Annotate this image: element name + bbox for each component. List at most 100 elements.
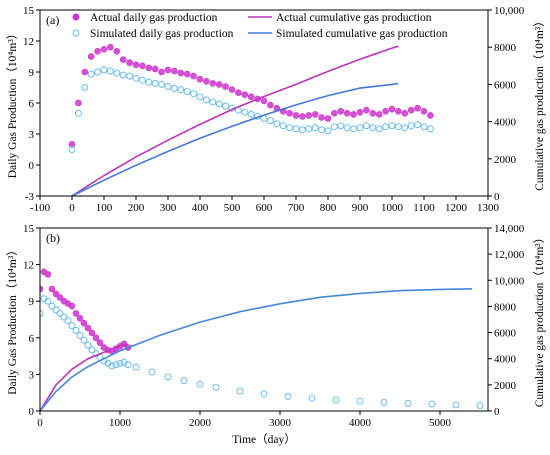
panel-label: (a) <box>46 13 59 27</box>
y-axis-label: Daily Gas Production（10⁴m³） <box>6 244 19 395</box>
simulated-daily-point <box>401 124 409 132</box>
simulated-daily-point <box>151 79 159 87</box>
simulated-daily-point <box>113 69 121 77</box>
y-tick-label: 6 <box>29 333 35 345</box>
simulated-daily-point <box>247 110 255 118</box>
actual-daily-point <box>228 86 236 93</box>
simulated-daily-point <box>126 72 134 80</box>
simulated-daily-point <box>81 84 89 91</box>
legend-marker <box>72 29 80 37</box>
simulated-daily-point <box>132 74 140 82</box>
actual-daily-point <box>401 110 409 117</box>
actual-daily-point <box>324 115 332 122</box>
simulated-daily-point <box>343 124 351 132</box>
actual-daily-point <box>183 70 191 78</box>
actual-daily-point <box>241 91 249 98</box>
x-tick-label: 900 <box>352 202 369 214</box>
x-tick-label: 300 <box>160 202 177 214</box>
actual-daily-point <box>94 47 101 55</box>
y-tick-label: -3 <box>25 191 35 203</box>
y-tick-label: 12 <box>23 260 34 272</box>
actual-daily-point <box>139 62 146 70</box>
legend-entry: Simulated daily gas production <box>90 28 234 40</box>
actual-daily-point <box>80 319 88 327</box>
panel-a: -100 0 100 200 300 400 500 600 700 800 900 1000 1100… <box>6 5 546 214</box>
x-tick-label: 1000 <box>381 202 404 214</box>
simulated-daily-point <box>183 88 191 96</box>
actual-daily-point <box>267 101 274 109</box>
simulated-daily-point <box>87 70 95 78</box>
actual-daily-point <box>305 112 313 119</box>
x-tick-label: 4000 <box>349 417 372 429</box>
actual-daily-point <box>84 324 92 332</box>
y-tick-label: 12 <box>23 36 34 48</box>
actual-daily-point <box>151 65 159 73</box>
actual-daily-point <box>235 89 242 96</box>
y2-tick-label: 14,000 <box>494 223 525 235</box>
actual-daily-point <box>92 334 100 342</box>
y-tick-label: 3 <box>29 129 35 141</box>
simulated-daily-point <box>324 127 332 135</box>
simulated-daily-point <box>215 100 223 108</box>
y2-tick-label: 4000 <box>494 117 517 129</box>
simulated-daily-point <box>170 85 178 92</box>
actual-daily-point <box>388 105 396 113</box>
actual-daily-point <box>87 53 95 60</box>
actual-daily-point <box>363 106 370 114</box>
actual-daily-point <box>375 111 383 118</box>
simulated-daily-point <box>116 359 124 367</box>
simulated-daily-point <box>298 126 306 134</box>
legend-entry: Simulated cumulative gas production <box>276 28 448 40</box>
simulated-daily-point <box>56 309 64 317</box>
actual-daily-point <box>337 108 345 115</box>
x-tick-label: -100 <box>30 202 51 214</box>
actual-daily-point <box>40 285 44 293</box>
simulated-daily-point <box>266 117 274 125</box>
simulated-daily-point <box>476 402 484 409</box>
simulated-daily-point <box>260 390 268 398</box>
y2-axis-label: Cumulative gas production（10⁴m³） <box>533 15 546 190</box>
legend-entry: Actual cumulative gas production <box>276 12 432 24</box>
x-tick-label: 100 <box>96 202 113 214</box>
x-tick-label: 1200 <box>445 202 468 214</box>
simulated-daily-point <box>404 399 412 407</box>
simulated-daily-point <box>308 394 316 402</box>
simulated-daily-point <box>428 400 436 408</box>
y-tick-label: 15 <box>23 223 35 235</box>
actual-daily-point <box>203 78 210 85</box>
simulated-daily-point <box>337 122 345 130</box>
x-tick-label: 700 <box>288 202 305 214</box>
actual-daily-point <box>209 80 217 87</box>
y-tick-label: 9 <box>29 296 35 308</box>
y-tick-label: 0 <box>29 160 35 172</box>
actual-daily-point <box>190 72 197 80</box>
simulated-daily-point <box>388 122 396 130</box>
simulated-daily-point <box>318 126 326 134</box>
x-tick-label: 600 <box>256 202 273 214</box>
simulated-daily-point <box>60 313 68 321</box>
x-tick-label: 0 <box>37 417 43 429</box>
simulated-daily-point <box>382 123 390 131</box>
actual-cumulative-line <box>40 343 129 411</box>
actual-daily-point <box>158 68 165 76</box>
simulated-daily-point <box>209 98 217 106</box>
simulated-daily-point <box>362 122 370 130</box>
actual-daily-point <box>299 113 306 120</box>
simulated-daily-point <box>420 123 428 131</box>
actual-daily-point <box>286 110 293 117</box>
x-tick-label: 3000 <box>269 417 292 429</box>
actual-daily-point <box>119 56 127 63</box>
y2-tick-label: 0 <box>494 191 500 203</box>
simulated-daily-point <box>212 383 220 391</box>
y2-tick-label: 10,000 <box>494 5 525 17</box>
y-tick-label: 9 <box>29 67 35 79</box>
y2-axis-label: Cumulative gas production（10⁴m³） <box>533 232 546 407</box>
actual-daily-point <box>196 75 204 83</box>
actual-daily-point <box>311 111 319 118</box>
y2-tick-label: 8000 <box>494 42 517 54</box>
simulated-daily-point <box>356 124 364 132</box>
plot-area <box>40 268 484 411</box>
actual-daily-point <box>100 45 108 53</box>
y2-tick-label: 6000 <box>494 79 517 91</box>
legend-entry: Actual daily gas production <box>90 12 218 24</box>
